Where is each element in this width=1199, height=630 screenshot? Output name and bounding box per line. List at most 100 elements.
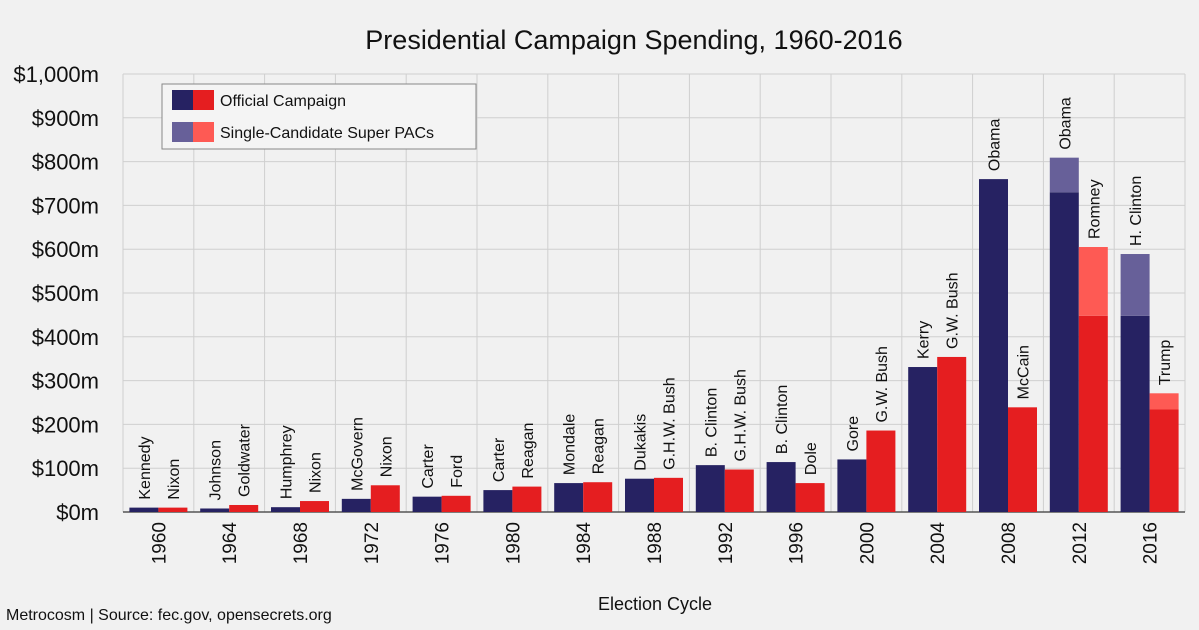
source-note: Metrocosm | Source: fec.gov, opensecrets…	[6, 607, 332, 624]
legend-label-superpac: Single-Candidate Super PACs	[220, 125, 434, 142]
candidate-label-dem-2012: Obama	[1057, 97, 1074, 150]
bar-dem-official-2004	[908, 367, 938, 512]
candidate-label-rep-1976: Ford	[449, 455, 466, 488]
candidate-label-dem-1984: Mondale	[562, 414, 579, 475]
bar-rep-official-2016	[1149, 409, 1179, 512]
candidate-label-rep-1980: Reagan	[520, 423, 537, 479]
y-axis: $0m $100m $200m $300m $400m $500m $600m $700m $8…	[13, 62, 99, 525]
candidate-label-rep-1960: Nixon	[166, 459, 183, 500]
legend-swatch-dem-official	[172, 90, 193, 110]
bar-dem-official-2008	[979, 179, 1008, 512]
x-tick-label: 1972	[362, 522, 383, 564]
bar-rep-official-1996	[795, 483, 825, 512]
candidate-label-rep-1992: G.H.W. Bush	[732, 369, 749, 461]
candidate-label-dem-2004: Kerry	[916, 321, 933, 359]
bar-dem-official-1960	[129, 507, 159, 512]
x-axis: 1960 1964 1968 1972 1976 1980 1984 1988 1992 1996…	[149, 522, 1161, 565]
x-tick-label: 2004	[928, 522, 949, 565]
x-axis-label: Election Cycle	[598, 594, 712, 614]
bar-rep-official-1976	[441, 495, 471, 512]
x-tick-label: 1960	[149, 522, 170, 564]
bar-dem-official-1964	[200, 508, 230, 512]
bar-rep-official-2004	[937, 356, 967, 512]
legend-box	[161, 83, 477, 150]
legend-swatch-rep-official	[193, 90, 214, 110]
x-tick-label: 1992	[716, 522, 737, 564]
candidate-label-rep-2008: McCain	[1016, 345, 1033, 399]
bar-rep-official-2008	[1008, 407, 1037, 512]
candidate-label-rep-2012: Romney	[1086, 179, 1103, 239]
candidate-labels: Kennedy Nixon Johnson Goldwater Humphrey Nixo…	[137, 97, 1174, 500]
legend: Official Campaign Single-Candidate Super…	[161, 83, 477, 150]
y-tick-label: $800m	[32, 150, 99, 175]
y-tick-label: $100m	[32, 456, 99, 481]
bar-rep-official-2012	[1078, 315, 1108, 512]
x-tick-label: 1976	[433, 522, 454, 564]
bar-dem-official-2012	[1049, 192, 1079, 512]
candidate-label-dem-1968: Humphrey	[279, 425, 296, 499]
candidate-label-dem-1996: B. Clinton	[774, 385, 791, 454]
bar-dem-superpac-2012	[1049, 157, 1079, 193]
candidate-label-dem-1992: B. Clinton	[703, 388, 720, 457]
candidate-label-dem-1980: Carter	[491, 437, 508, 482]
candidate-label-dem-1972: McGovern	[349, 417, 366, 491]
candidate-label-rep-1972: Nixon	[378, 436, 395, 477]
x-tick-label: 2000	[857, 522, 878, 564]
bar-rep-superpac-2016	[1149, 393, 1179, 410]
bar-dem-official-1968	[271, 507, 300, 512]
bar-dem-official-1996	[766, 462, 796, 512]
y-tick-label: $300m	[32, 369, 99, 394]
candidate-label-rep-1968: Nixon	[308, 452, 325, 493]
candidate-label-dem-1976: Carter	[420, 444, 437, 489]
y-tick-label: $900m	[32, 106, 99, 131]
candidate-label-rep-2016: Trump	[1157, 340, 1174, 386]
x-tick-label: 2012	[1070, 522, 1091, 564]
candidate-label-dem-2000: Gore	[845, 416, 862, 452]
bar-rep-official-1972	[370, 485, 400, 512]
bar-dem-official-1992	[695, 465, 725, 512]
candidate-label-rep-2000: G.W. Bush	[874, 346, 891, 422]
y-tick-label: $700m	[32, 193, 99, 218]
bar-rep-official-2000	[866, 430, 896, 512]
y-tick-label: $200m	[32, 412, 99, 437]
legend-swatch-rep-superpac	[193, 122, 214, 142]
bar-rep-official-1968	[300, 501, 329, 512]
x-tick-label: 1984	[574, 522, 595, 565]
legend-swatch-dem-superpac	[172, 122, 193, 142]
candidate-label-rep-1964: Goldwater	[237, 423, 254, 497]
candidate-label-rep-2004: G.W. Bush	[945, 272, 962, 348]
x-tick-label: 1980	[503, 522, 524, 564]
y-tick-label: $500m	[32, 281, 99, 306]
bar-rep-official-1980	[512, 486, 542, 512]
x-tick-label: 2008	[999, 522, 1020, 564]
bar-rep-official-1960	[158, 507, 188, 512]
bar-dem-official-2000	[837, 459, 867, 512]
candidate-label-dem-2008: Obama	[987, 119, 1004, 172]
bar-rep-superpac-2012	[1078, 247, 1108, 316]
bar-rep-official-1988	[654, 477, 683, 512]
legend-label-official: Official Campaign	[220, 93, 346, 110]
x-tick-label: 1988	[645, 522, 666, 564]
bar-dem-official-1976	[412, 496, 442, 512]
bar-dem-superpac-2016	[1120, 254, 1150, 316]
bar-dem-official-1980	[483, 490, 513, 512]
x-tick-label: 2016	[1141, 522, 1162, 564]
candidate-label-dem-1964: Johnson	[208, 440, 225, 501]
candidate-label-rep-1996: Dole	[803, 442, 820, 475]
chart-title: Presidential Campaign Spending, 1960-201…	[365, 25, 902, 55]
x-tick-label: 1996	[787, 522, 808, 564]
bars-layer	[129, 157, 1179, 512]
bar-rep-official-1984	[583, 482, 613, 512]
candidate-label-dem-2016: H. Clinton	[1128, 176, 1145, 246]
candidate-label-rep-1984: Reagan	[591, 418, 608, 474]
x-tick-label: 1964	[220, 522, 241, 565]
candidate-label-dem-1960: Kennedy	[137, 436, 154, 499]
y-tick-label: $1,000m	[13, 62, 99, 87]
x-tick-label: 1968	[291, 522, 312, 564]
bar-rep-official-1964	[229, 504, 259, 512]
bar-rep-official-1992	[724, 469, 754, 512]
bar-dem-official-1988	[625, 478, 654, 512]
y-tick-label: $400m	[32, 325, 99, 350]
bar-dem-official-1972	[341, 498, 371, 512]
